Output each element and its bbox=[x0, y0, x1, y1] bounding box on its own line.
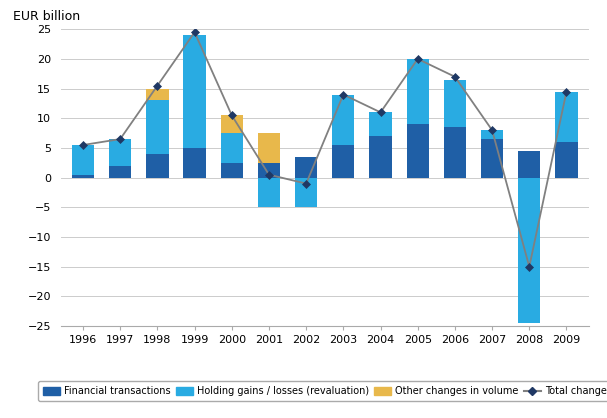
Bar bbox=[146, 100, 169, 154]
Legend: Financial transactions, Holding gains / losses (revaluation), Other changes in v: Financial transactions, Holding gains / … bbox=[38, 381, 607, 401]
Bar bbox=[220, 163, 243, 178]
Bar bbox=[295, 157, 317, 178]
Bar bbox=[407, 124, 429, 178]
Bar bbox=[481, 139, 503, 178]
Bar bbox=[183, 35, 206, 148]
Bar bbox=[295, 178, 317, 207]
Bar bbox=[109, 166, 131, 178]
Bar bbox=[518, 151, 540, 178]
Bar bbox=[555, 142, 578, 178]
Text: EUR billion: EUR billion bbox=[13, 10, 80, 23]
Bar bbox=[332, 94, 354, 145]
Bar bbox=[146, 89, 169, 100]
Bar bbox=[370, 136, 392, 178]
Bar bbox=[444, 127, 466, 178]
Bar bbox=[220, 133, 243, 163]
Bar bbox=[555, 92, 578, 142]
Bar bbox=[146, 154, 169, 178]
Bar bbox=[481, 130, 503, 139]
Bar bbox=[370, 112, 392, 136]
Bar bbox=[258, 163, 280, 178]
Bar bbox=[72, 145, 94, 175]
Bar bbox=[109, 139, 131, 166]
Bar bbox=[518, 178, 540, 323]
Bar bbox=[444, 80, 466, 127]
Bar bbox=[332, 145, 354, 178]
Bar bbox=[183, 148, 206, 178]
Bar bbox=[220, 115, 243, 133]
Bar bbox=[258, 178, 280, 207]
Bar bbox=[407, 59, 429, 124]
Bar bbox=[258, 133, 280, 163]
Bar bbox=[72, 175, 94, 178]
